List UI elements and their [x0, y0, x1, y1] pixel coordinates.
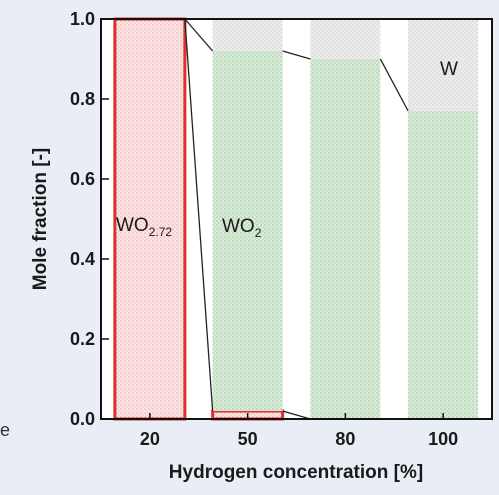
label-wo272: WO2.72 [116, 215, 172, 239]
connector-lines [184, 18, 409, 420]
y-tick-label-0.6: 0.6 [70, 169, 95, 189]
x-tick-label-80: 80 [335, 429, 355, 449]
connector-wo272-0 [184, 18, 214, 412]
connector-wo272-1 [282, 410, 311, 420]
label-wo2-sub: 2 [255, 226, 262, 240]
y-tick-label-0.2: 0.2 [70, 329, 95, 349]
label-w: W [440, 59, 458, 80]
x-axis-label: Hydrogen concentration [%] [169, 462, 423, 483]
bar-segment-50-WO2 [212, 51, 283, 411]
bar-segment-20-WO2.72 [113, 17, 187, 421]
connector-wo2-2 [379, 58, 409, 112]
plot-frame [100, 18, 493, 420]
bar-segment-50-W [212, 19, 283, 51]
y-tick-label-0.8: 0.8 [70, 89, 95, 109]
bar-segment-100-WO2 [408, 111, 479, 419]
connector-wo2-0 [184, 18, 214, 52]
x-tick-label-100: 100 [428, 429, 458, 449]
bars-layer [113, 17, 479, 421]
cropped-edge-text: e [0, 420, 11, 440]
bar-segment-80-WO2 [310, 59, 381, 419]
x-tick-label-50: 50 [238, 429, 258, 449]
y-axis-label: Mole fraction [-] [30, 148, 51, 291]
x-axis: 20 50 80 100 [140, 413, 458, 449]
label-wo272-main: WO [116, 215, 149, 236]
y-axis: 0.0 0.2 0.4 0.6 0.8 1.0 [70, 9, 109, 429]
y-tick-label-0.4: 0.4 [70, 249, 95, 269]
y-tick-label-0.0: 0.0 [70, 409, 95, 429]
y-tick-label-1.0: 1.0 [70, 9, 95, 29]
label-wo272-sub: 2.72 [149, 225, 173, 239]
x-tick-label-20: 20 [140, 429, 160, 449]
bar-segment-100-W [408, 19, 479, 111]
label-wo2-main: WO [222, 216, 255, 237]
connector-wo2-1 [282, 50, 311, 60]
label-wo2: WO2 [222, 216, 262, 240]
bar-segment-80-W [310, 19, 381, 59]
